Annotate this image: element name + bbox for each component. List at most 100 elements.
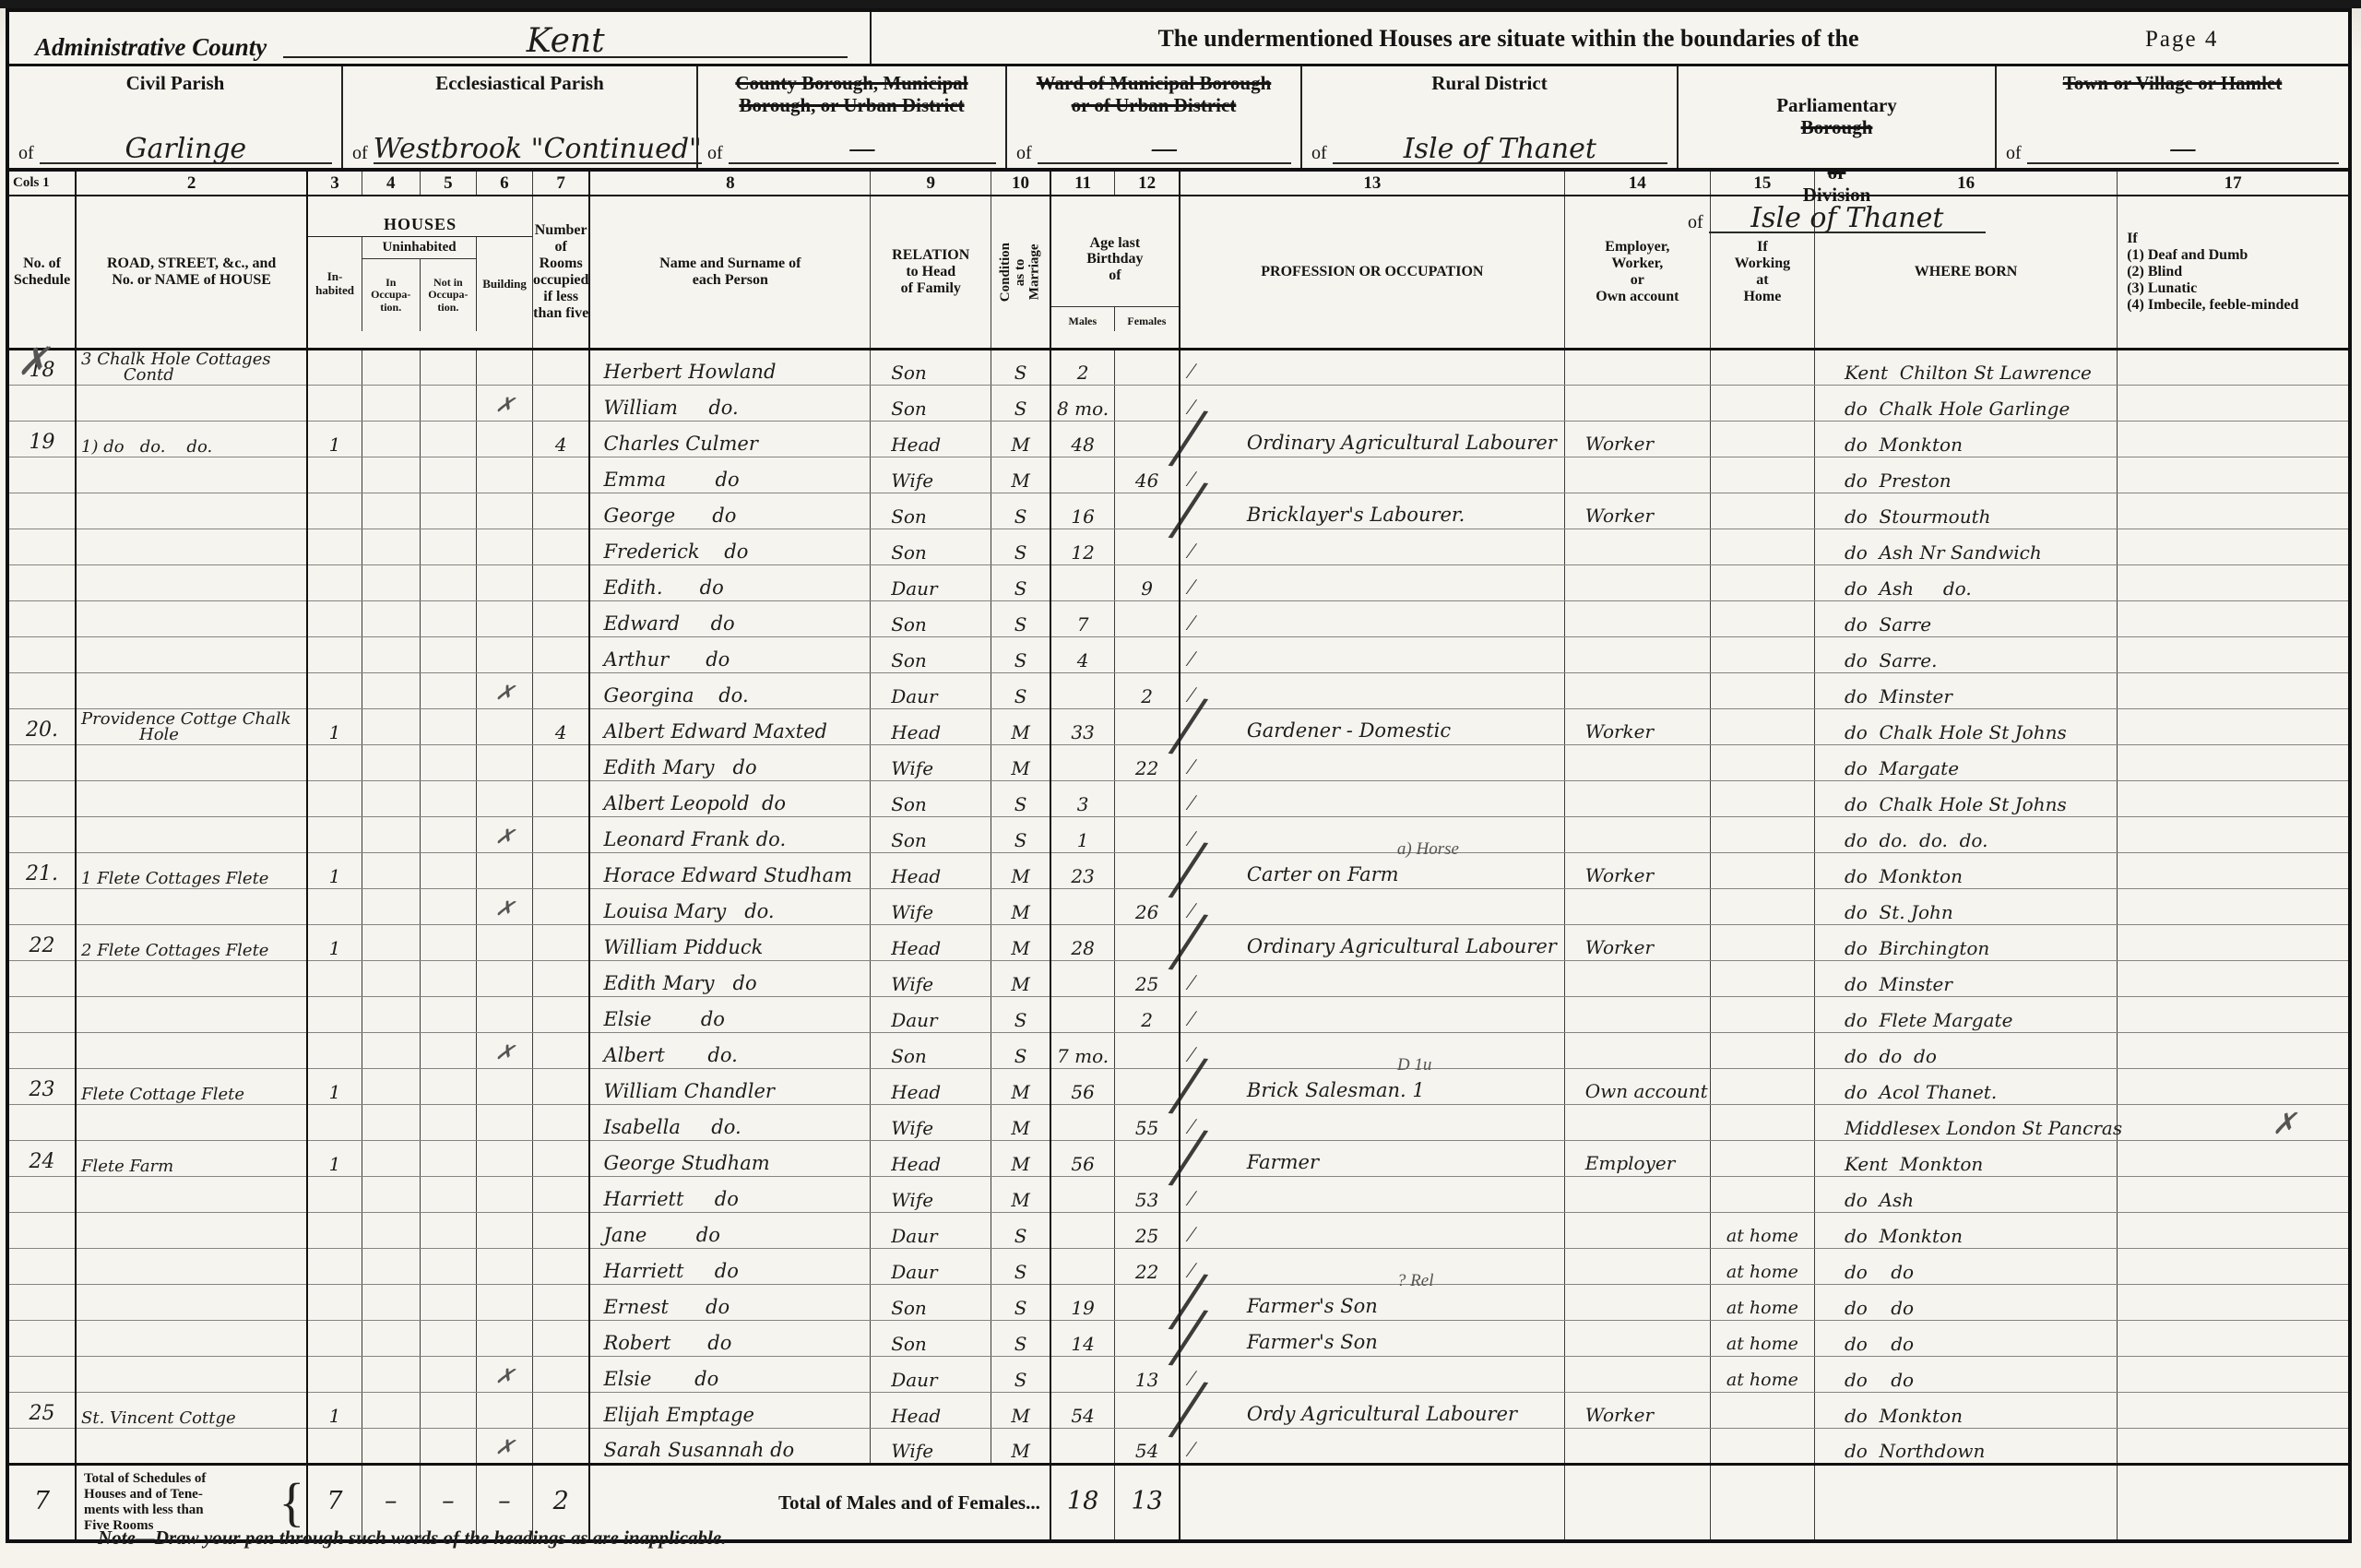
total-males-females-label: Total of Males and of Females... <box>588 1462 1050 1540</box>
cell-uninhabited-not-in-occupation <box>419 349 477 386</box>
cell-inhabited <box>306 960 362 997</box>
cell-schedule-number: 18 ✗ <box>9 343 77 386</box>
cell-person-name: William Chandler <box>588 1068 871 1105</box>
cell-employer-status <box>1563 1212 1711 1249</box>
cell-infirmity <box>2117 1428 2348 1465</box>
enumerator-tick-mark: ∕ <box>1189 1258 1193 1283</box>
cell-person-name: Robert do <box>588 1320 871 1357</box>
cell-condition: M <box>991 924 1050 961</box>
cell-age-female: 53 <box>1114 1176 1180 1213</box>
cell-relation: Son <box>870 349 991 386</box>
infirmity-x-mark <box>2296 1349 2348 1351</box>
cell-schedule-number <box>9 457 77 493</box>
cell-house-name <box>75 1356 308 1393</box>
cell-age-female <box>1114 816 1180 853</box>
cell-age-male <box>1049 744 1115 781</box>
cell-uninhabited-in-occupation <box>361 1392 421 1429</box>
cell-inhabited <box>306 672 362 709</box>
cell-condition: S <box>991 600 1050 637</box>
parliamentary-division-title: Parliamentary Borough or Division <box>1688 72 1986 206</box>
cell-house-name: 1 Flete Cottages Flete <box>75 852 308 889</box>
cell-schedule-number <box>9 1428 77 1465</box>
cell-infirmity <box>2117 493 2348 529</box>
cell-condition: S <box>991 564 1050 601</box>
cell-occupation: ∕ <box>1178 1104 1565 1141</box>
cell-condition: S <box>991 493 1050 529</box>
cell-age-female <box>1114 1140 1180 1177</box>
cell-schedule-number <box>9 1176 77 1213</box>
cell-relation: Head <box>870 708 991 745</box>
cell-working-at-home <box>1709 888 1815 925</box>
cell-condition: M <box>991 1428 1050 1465</box>
total-building: – <box>475 1462 533 1540</box>
cell-house-name <box>75 493 308 529</box>
table-row: ✗ Sarah Susannah do Wife M 54 ∕ do North… <box>9 1428 2348 1465</box>
col-num-9: 9 <box>870 172 991 196</box>
cell-uninhabited-not-in-occupation <box>419 564 477 601</box>
cell-schedule-number <box>9 816 77 853</box>
cell-working-at-home <box>1709 816 1815 853</box>
cell-condition: M <box>991 852 1050 889</box>
header-rooms: Number of Rooms occupied if less than fi… <box>531 196 590 350</box>
cell-uninhabited-not-in-occupation <box>419 852 477 889</box>
table-row: Albert Leopold do Son S 3 ∕ do Chalk Hol… <box>9 780 2348 817</box>
cell-schedule-number <box>9 1320 77 1357</box>
cell-person-name: Jane do <box>588 1212 871 1249</box>
cell-infirmity <box>2117 349 2348 386</box>
infirmity-x-mark <box>2296 1170 2348 1171</box>
cell-employer-status <box>1563 780 1711 817</box>
cell-working-at-home: at home <box>1709 1284 1815 1321</box>
pencil-x-mark <box>504 592 505 596</box>
pencil-x-mark <box>504 1096 505 1099</box>
cell-occupation: ∕ <box>1178 600 1565 637</box>
cell-occupation: ∕ <box>1178 349 1565 386</box>
cell-occupation: ∕ <box>1178 1032 1565 1069</box>
cell-infirmity <box>2117 960 2348 997</box>
cell-building <box>475 349 533 386</box>
cell-infirmity <box>2117 529 2348 565</box>
totals-empty-born <box>1813 1462 2118 1540</box>
cell-condition: M <box>991 888 1050 925</box>
cell-condition: S <box>991 672 1050 709</box>
scan-edge-artifact <box>0 0 2361 8</box>
cell-inhabited <box>306 816 362 853</box>
cell-occupation: ∕ <box>1178 457 1565 493</box>
cell-inhabited: 1 <box>306 1068 362 1105</box>
pencil-x-mark <box>504 376 505 380</box>
cell-occupation: ╱ Farmer's Son <box>1170 1309 1565 1367</box>
enumerator-tick-mark: ∕ <box>1189 1437 1193 1462</box>
cell-where-born: do Ash Nr Sandwich <box>1813 529 2118 565</box>
pencil-x-mark <box>504 484 505 488</box>
cell-rooms: 4 <box>531 708 590 745</box>
pencil-x-mark <box>504 988 505 992</box>
cell-uninhabited-in-occupation <box>361 636 421 673</box>
cell-rooms <box>531 636 590 673</box>
cell-occupation: ╱ Ordinary Agricultural Labourer <box>1170 913 1565 971</box>
infirmity-x-mark <box>2296 558 2348 560</box>
enumerator-slash-mark: ╱ <box>1169 1381 1206 1440</box>
cell-house-name <box>75 960 308 997</box>
cell-relation: Son <box>870 636 991 673</box>
cell-building <box>475 1248 533 1285</box>
infirmity-x-mark <box>2296 522 2348 524</box>
table-row: Edith. do Daur S 9 ∕ do Ash do. <box>9 564 2348 601</box>
pencil-x-mark: ✗ <box>493 392 516 420</box>
infirmity-x-mark <box>2296 1206 2348 1207</box>
ecclesiastical-parish-title: Ecclesiastical Parish <box>435 72 604 94</box>
cell-where-born: do do <box>1813 1356 2118 1393</box>
cell-infirmity <box>2117 744 2348 781</box>
cell-age-male: 56 <box>1049 1068 1115 1105</box>
cell-condition: S <box>991 1032 1050 1069</box>
cell-inhabited <box>306 457 362 493</box>
cell-uninhabited-in-occupation <box>361 349 421 386</box>
infirmity-x-mark: ✗ <box>2272 1106 2296 1140</box>
cell-occupation: ╱ D 1u Brick Salesman. 1 <box>1170 1055 1565 1115</box>
cell-building: ✗ <box>475 385 533 422</box>
pencil-x-mark <box>504 1024 505 1028</box>
table-row: 21. 1 Flete Cottages Flete 1 Horace Edwa… <box>9 839 2348 899</box>
cell-inhabited <box>306 1320 362 1357</box>
cell-age-male <box>1049 1212 1115 1249</box>
infirmity-x-mark <box>2296 630 2348 632</box>
cell-condition: S <box>991 636 1050 673</box>
town-village-title: Town or Village or Hamlet <box>2062 72 2283 94</box>
